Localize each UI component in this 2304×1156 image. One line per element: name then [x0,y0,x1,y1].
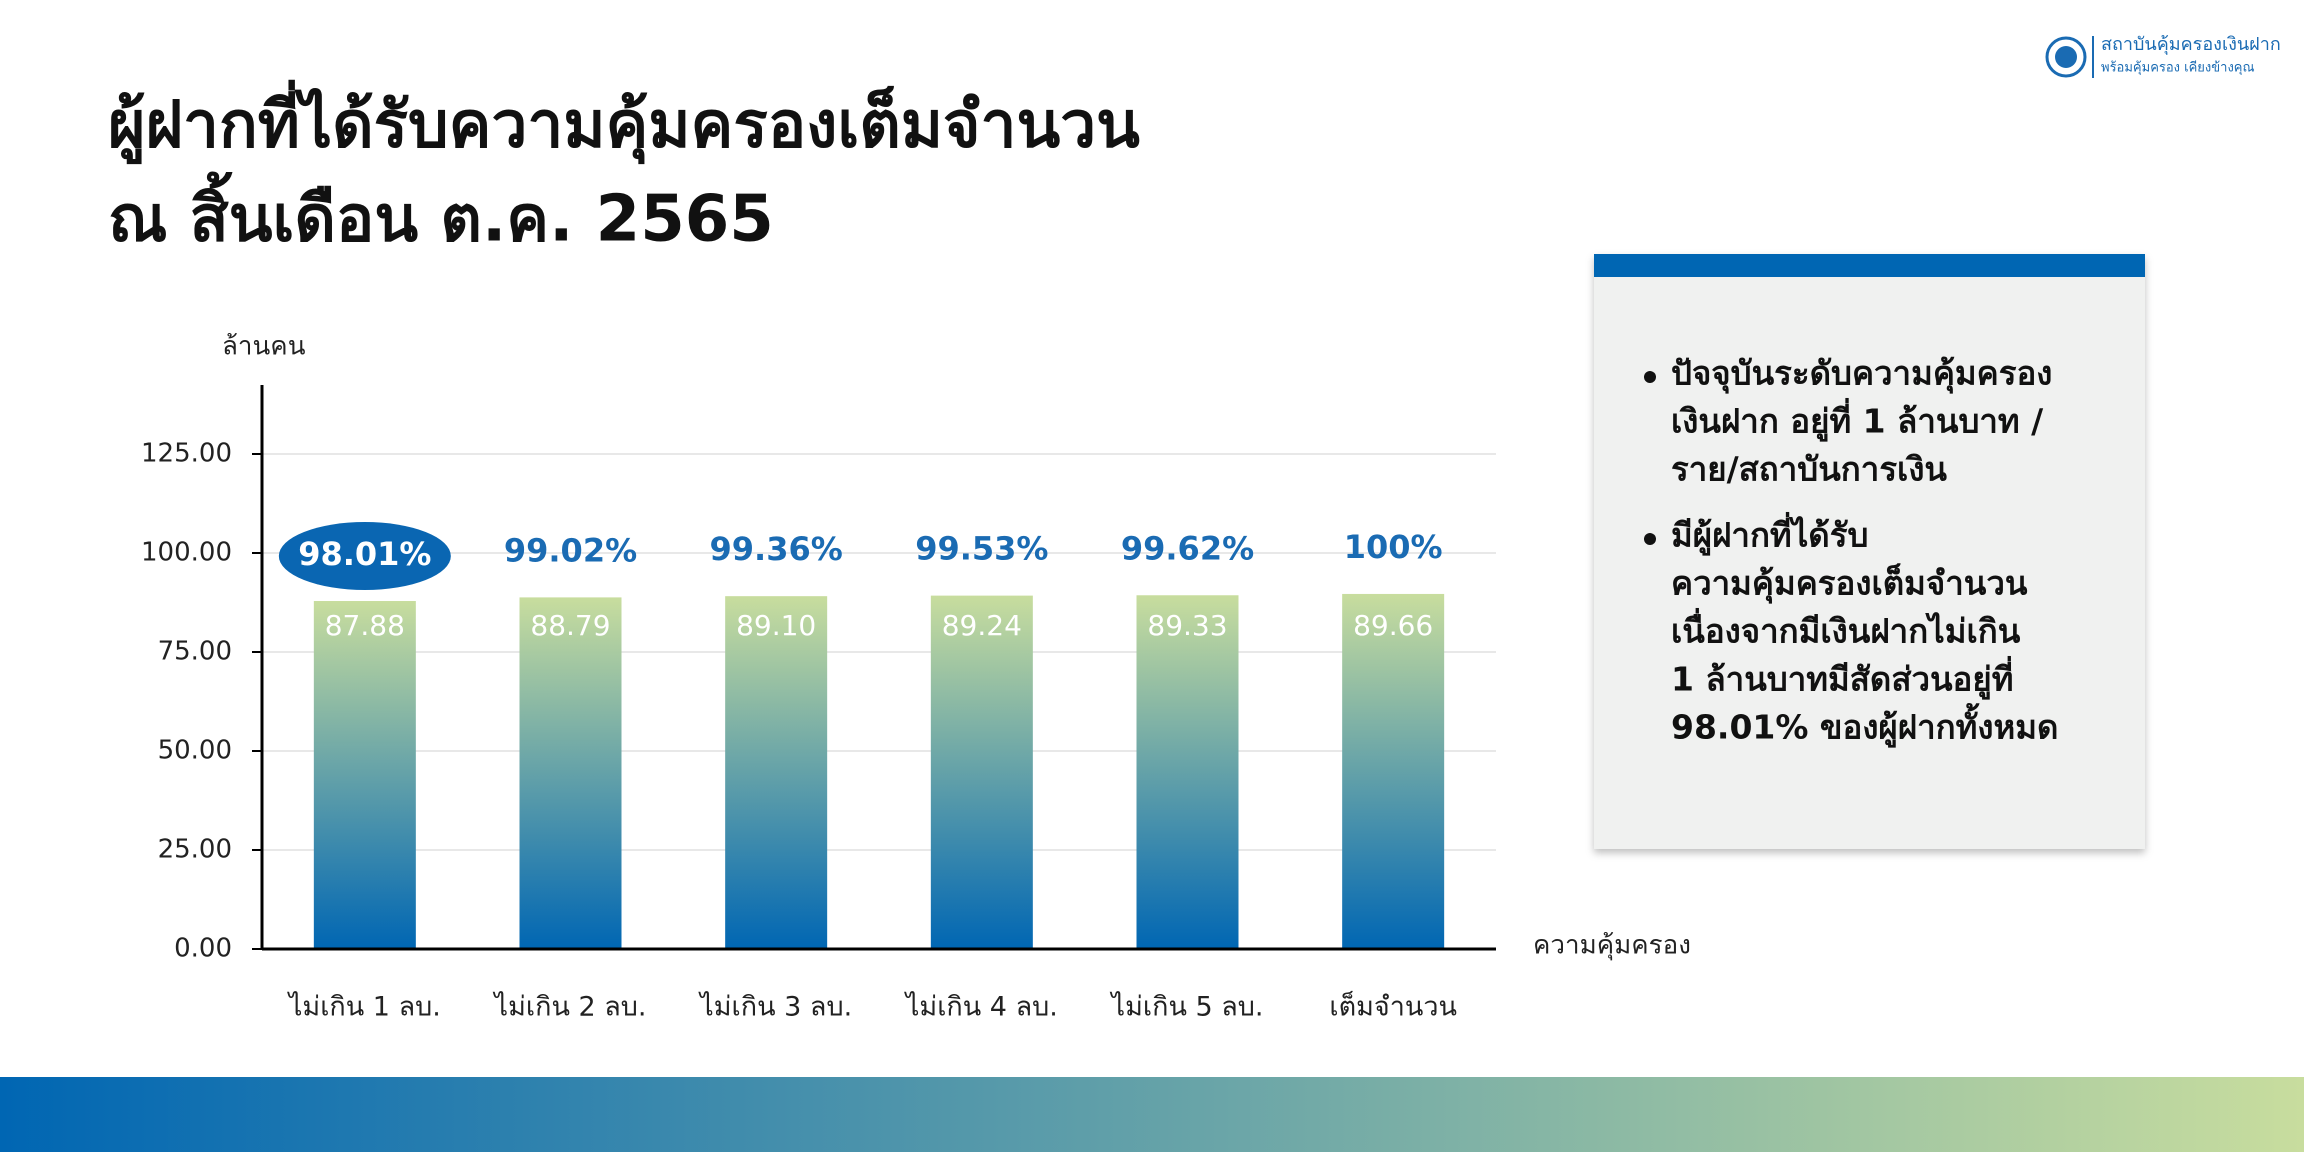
x-tick-label: ไม่เกิน 3 ลบ. [698,992,852,1023]
value-label: 87.88 [325,609,405,642]
value-label: 89.10 [736,609,816,642]
bullet-dot [1644,371,1656,383]
x-tick-label: ไม่เกิน 1 ลบ. [287,992,441,1023]
footer-band [0,1077,2304,1152]
y-tick-label: 100.00 [141,538,232,568]
y-tick-label: 75.00 [158,637,232,667]
y-axis-label: ล้านคน [222,332,306,362]
logo-slogan: พร้อมคุ้มครอง เคียงข้างคุณ [2101,60,2255,76]
value-label: 89.33 [1147,609,1227,642]
logo-icon [2045,36,2087,78]
value-label: 89.24 [942,609,1022,642]
chart: 0.00 25.00 50.00 75.00 100.00 125.00 87.88 ไม่เ… [141,385,1496,1023]
x-tick-label: ไม่เกิน 5 ลบ. [1109,992,1263,1023]
percent-label: 100% [1344,528,1443,566]
x-tick-label: ไม่เกิน 2 ลบ. [492,992,646,1023]
value-label: 89.66 [1353,609,1433,642]
bar [313,600,416,949]
bullet-text: 1 ล้านบาทมีสัดส่วนอยู่ที่ [1671,656,2013,701]
bar [1342,593,1445,949]
title: ผู้ฝากที่ได้รับความคุ้มครองเต็มจำนวน [108,80,1140,165]
bullet-text: ปัจจุบันระดับความคุ้มครอง [1671,354,2052,395]
percent-label: 99.62% [1121,529,1254,567]
logo-name: สถาบันคุ้มครองเงินฝาก [2101,34,2281,55]
bar [930,595,1033,949]
bullet-text: มีผู้ฝากที่ได้รับ [1671,512,1868,557]
panel-text: ปัจจุบันระดับความคุ้มครองเงินฝาก อยู่ที่… [1644,354,2058,749]
bullet-text: ราย/สถาบันการเงิน [1671,450,1947,489]
info-panel [1594,254,2145,849]
percent-label: 99.02% [504,531,637,569]
bullet-dot [1644,533,1656,545]
bar [725,596,828,949]
highlight [278,521,451,590]
y-tick-label: 125.00 [141,439,232,469]
value-label: 88.79 [530,609,610,642]
bullet-text: เนื่องจากมีเงินฝากไม่เกิน [1671,608,2021,651]
x-tick-label: ไม่เกิน 4 ลบ. [904,992,1058,1023]
y-tick-label: 0.00 [174,934,232,964]
y-tick-label: 50.00 [158,736,232,766]
panel-bar [1594,254,2145,277]
bullet-text: ความคุ้มครองเต็มจำนวน [1671,563,2028,605]
y-tick-label: 25.00 [158,835,232,865]
logo-icon [2055,46,2077,68]
percent-label: 98.01% [298,535,431,573]
bullet-text: เงินฝาก อยู่ที่ 1 ล้านบาท / [1671,398,2044,443]
x-axis-label: ความคุ้มครอง [1533,931,1691,961]
percent-label: 99.53% [915,530,1048,568]
bar [1136,595,1239,949]
percent-label: 99.36% [710,530,843,568]
x-tick-label: เต็มจำนวน [1329,989,1457,1023]
bar [519,597,622,949]
bullet-text: 98.01% ของผู้ฝากทั้งหมด [1671,703,2058,749]
title: ณ สิ้นเดือน ต.ค. 2565 [108,172,774,257]
